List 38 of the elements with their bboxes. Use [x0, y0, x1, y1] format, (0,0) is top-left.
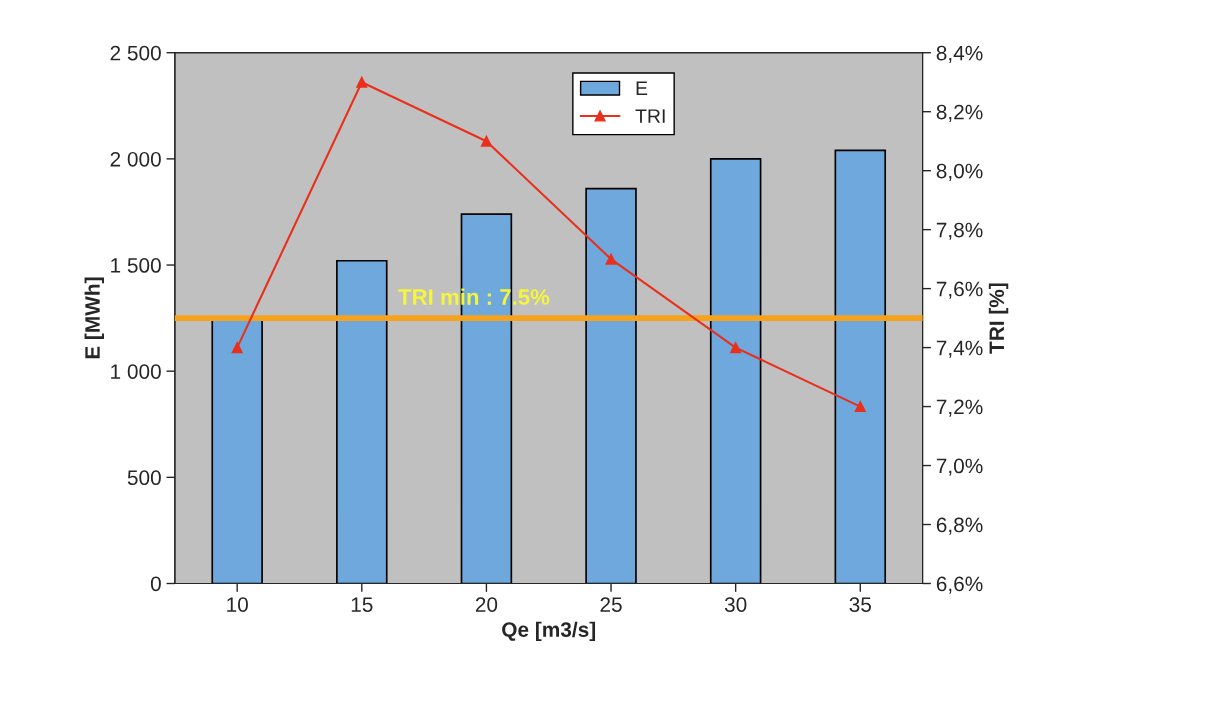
bar	[211, 319, 263, 584]
legend-label: E	[636, 81, 648, 95]
point	[854, 401, 866, 413]
y2-tick-label: 7,0%	[936, 458, 983, 476]
point	[730, 342, 742, 354]
x-axis-title: Qe [m3/s]	[502, 621, 596, 642]
point	[231, 342, 243, 354]
x-tick-label: 30	[724, 597, 747, 612]
y-axis-title: E [MWh]	[84, 277, 104, 359]
y2-axis-title: TRI [%]	[988, 283, 1009, 354]
y2-tick-label: 8,4%	[936, 45, 983, 63]
point	[605, 253, 617, 265]
y2-tick-label: 6,6%	[936, 576, 983, 594]
y2-tick-label: 7,8%	[936, 222, 983, 240]
x-tick-label: 15	[351, 597, 373, 612]
y2-tick-label: 8,2%	[936, 104, 983, 122]
bar	[709, 158, 762, 584]
x-tick-label: 35	[849, 597, 871, 612]
y-tick-label: 1 500	[111, 258, 161, 273]
y2-tick-label: 8,0%	[936, 163, 983, 181]
y-tick-label: 2 500	[110, 45, 161, 61]
y2-tick-label: 7,6%	[936, 281, 983, 299]
x-tick-label: 10	[227, 597, 248, 612]
x-tick-label: 25	[600, 597, 622, 612]
legend-label: TRI	[635, 109, 665, 123]
y-tick-label: 500	[127, 470, 161, 486]
y2-tick-label: 7,4%	[936, 340, 983, 358]
point	[480, 135, 492, 147]
y2-tick-label: 7,2%	[936, 399, 983, 417]
bar	[336, 259, 388, 584]
point	[356, 76, 368, 88]
y-tick-label: 0	[150, 576, 161, 592]
bar	[834, 149, 887, 584]
y-tick-label: 1 000	[111, 364, 161, 379]
y-tick-label: 2 000	[110, 151, 161, 167]
bar	[585, 187, 637, 584]
y2-tick-label: 6,8%	[936, 517, 983, 535]
x-tick-label: 20	[475, 597, 498, 612]
